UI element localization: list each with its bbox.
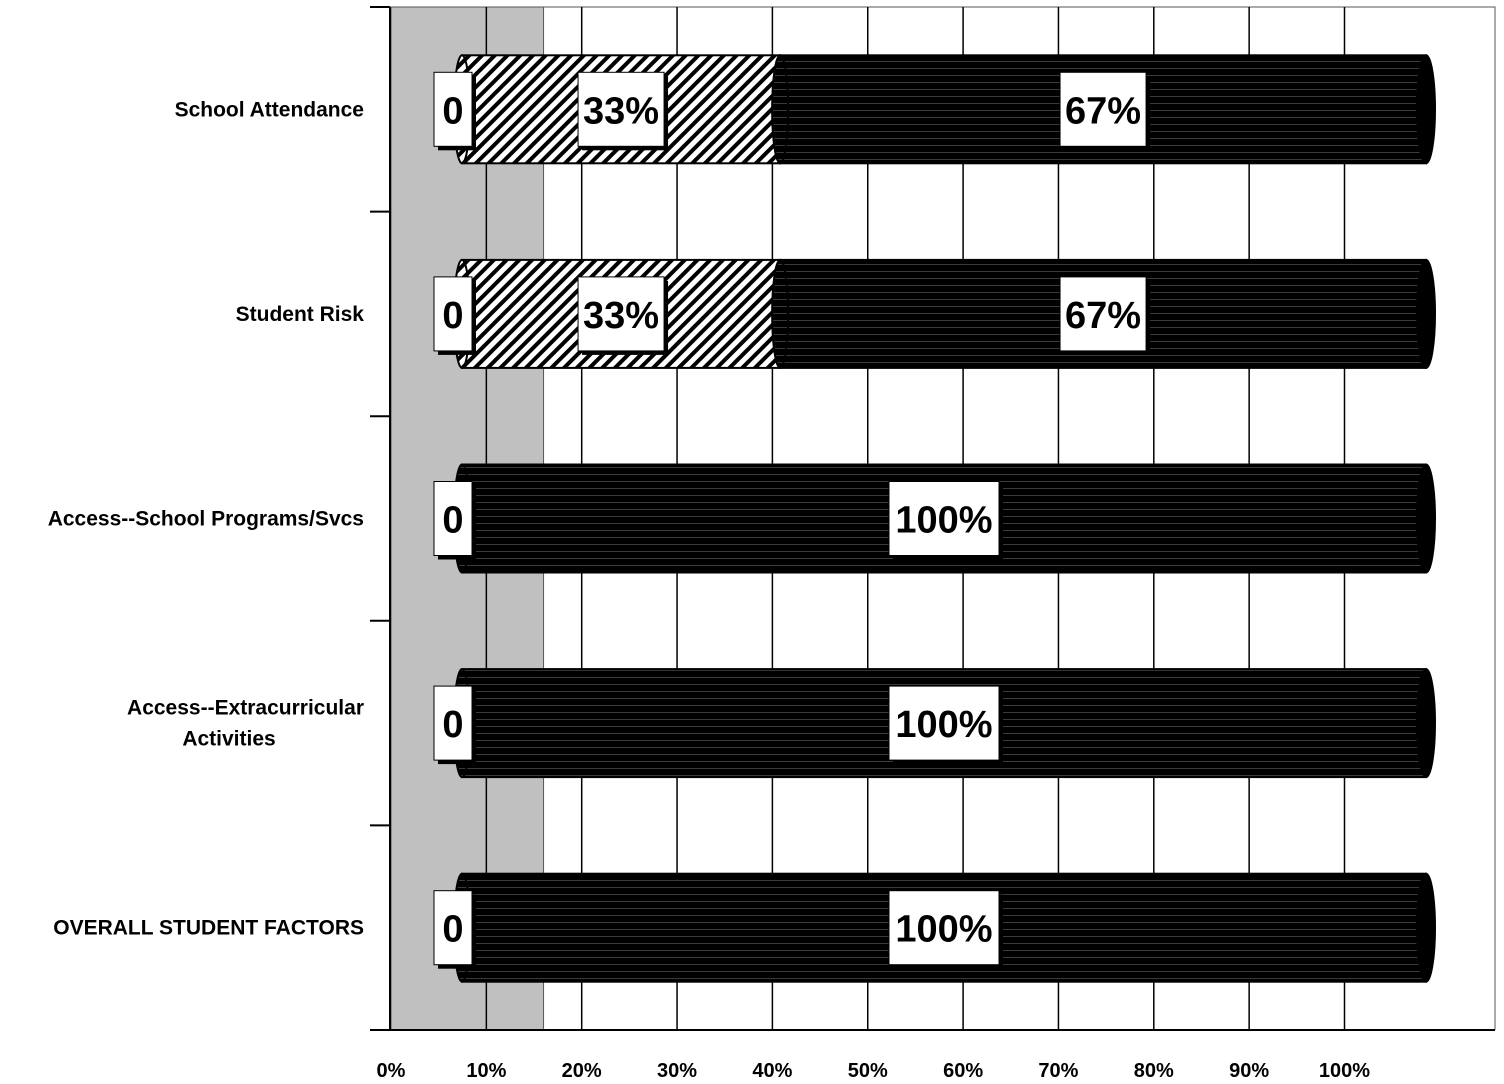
data-label-box — [433, 890, 473, 966]
x-tick-label: 30% — [657, 1060, 697, 1082]
data-label: 100% — [895, 909, 992, 951]
data-label-box — [1059, 71, 1147, 147]
data-label: 0 — [442, 909, 463, 951]
data-label: 0 — [442, 704, 463, 746]
bar-end-cap — [1416, 463, 1436, 574]
bar-end-cap — [1416, 668, 1436, 779]
data-label-box — [433, 481, 473, 556]
x-tick-label: 0% — [377, 1060, 406, 1082]
data-label-box — [577, 276, 665, 352]
bar-end-cap — [1416, 258, 1436, 369]
data-label: 100% — [895, 500, 992, 542]
plot-border — [390, 6, 1496, 1030]
x-tick-label: 60% — [943, 1060, 983, 1082]
category-label: Access--Extracurricular — [127, 697, 364, 720]
data-label: 33% — [583, 90, 659, 132]
category-label: School Attendance — [175, 98, 364, 121]
data-label-box — [577, 71, 665, 147]
category-label: Student Risk — [236, 303, 365, 326]
data-label-box — [888, 685, 1000, 761]
data-label-box — [888, 481, 1000, 556]
data-label: 33% — [583, 295, 659, 337]
data-label: 67% — [1065, 295, 1141, 337]
x-tick-label: 80% — [1134, 1060, 1174, 1082]
bar-segment-black-cap — [771, 258, 790, 369]
x-tick-label: 90% — [1229, 1060, 1269, 1082]
x-tick-label: 20% — [562, 1060, 602, 1082]
x-tick-label: 100% — [1319, 1060, 1370, 1082]
category-label: OVERALL STUDENT FACTORS — [53, 917, 364, 940]
data-label: 0 — [442, 500, 463, 542]
data-label-box — [433, 685, 473, 761]
x-tick-label: 10% — [466, 1060, 506, 1082]
data-label-box — [1059, 276, 1147, 352]
data-label: 67% — [1065, 90, 1141, 132]
data-label-box — [433, 71, 473, 147]
data-label-box — [433, 276, 473, 352]
data-label: 0 — [442, 90, 463, 132]
x-tick-label: 40% — [752, 1060, 792, 1082]
data-label-box — [888, 890, 1000, 966]
category-label: Activities — [182, 728, 275, 751]
bar-end-cap — [1416, 872, 1436, 983]
x-tick-label: 50% — [848, 1060, 888, 1082]
category-label: Access--School Programs/Svcs — [48, 508, 364, 531]
bar-segment-black-cap — [771, 54, 790, 165]
data-label: 100% — [895, 704, 992, 746]
data-label: 0 — [442, 295, 463, 337]
bar-end-cap — [1416, 54, 1436, 165]
x-tick-label: 70% — [1038, 1060, 1078, 1082]
